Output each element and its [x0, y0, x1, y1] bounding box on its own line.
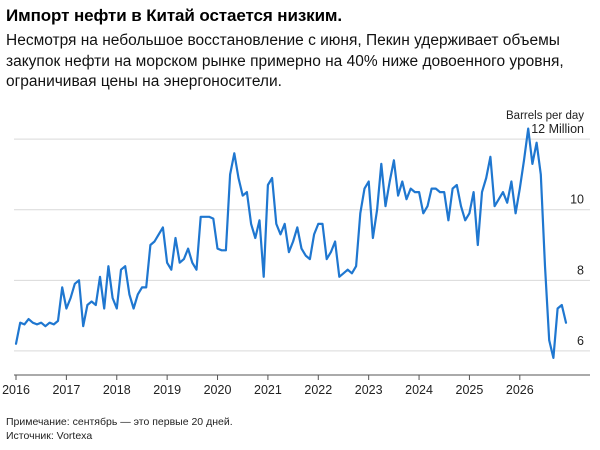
y-unit-label: Barrels per day: [506, 110, 584, 122]
x-tick-label: 2020: [204, 383, 232, 397]
y-tick-label: 10: [570, 193, 584, 207]
x-tick-label: 2021: [254, 383, 282, 397]
series-line-oil-imports: [14, 127, 568, 359]
y-tick-label: 12 Million: [531, 122, 584, 136]
x-tick-label: 2023: [355, 383, 383, 397]
chart-title: Импорт нефти в Китай остается низким.: [6, 6, 343, 25]
y-tick-label: 6: [577, 334, 584, 348]
x-tick-label: 2019: [153, 383, 181, 397]
chart-note: Примечание: сентябрь — это первые 20 дне…: [6, 416, 233, 428]
x-tick-label: 2025: [456, 383, 484, 397]
x-tick-label: 2017: [52, 383, 80, 397]
chart-source: Источник: Vortexa: [6, 430, 93, 442]
x-tick-label: 2022: [304, 383, 332, 397]
x-tick-label: 2016: [2, 383, 30, 397]
x-tick-label: 2024: [405, 383, 433, 397]
chart-subtitle: Несмотря на небольшое восстановление с и…: [6, 32, 564, 90]
x-tick-label: 2026: [506, 383, 534, 397]
x-tick-label: 2018: [103, 383, 131, 397]
y-tick-label: 8: [577, 263, 584, 277]
line-chart: 12 Million 10 8 6 Barrels per day 2016 2017 201…: [2, 110, 590, 397]
